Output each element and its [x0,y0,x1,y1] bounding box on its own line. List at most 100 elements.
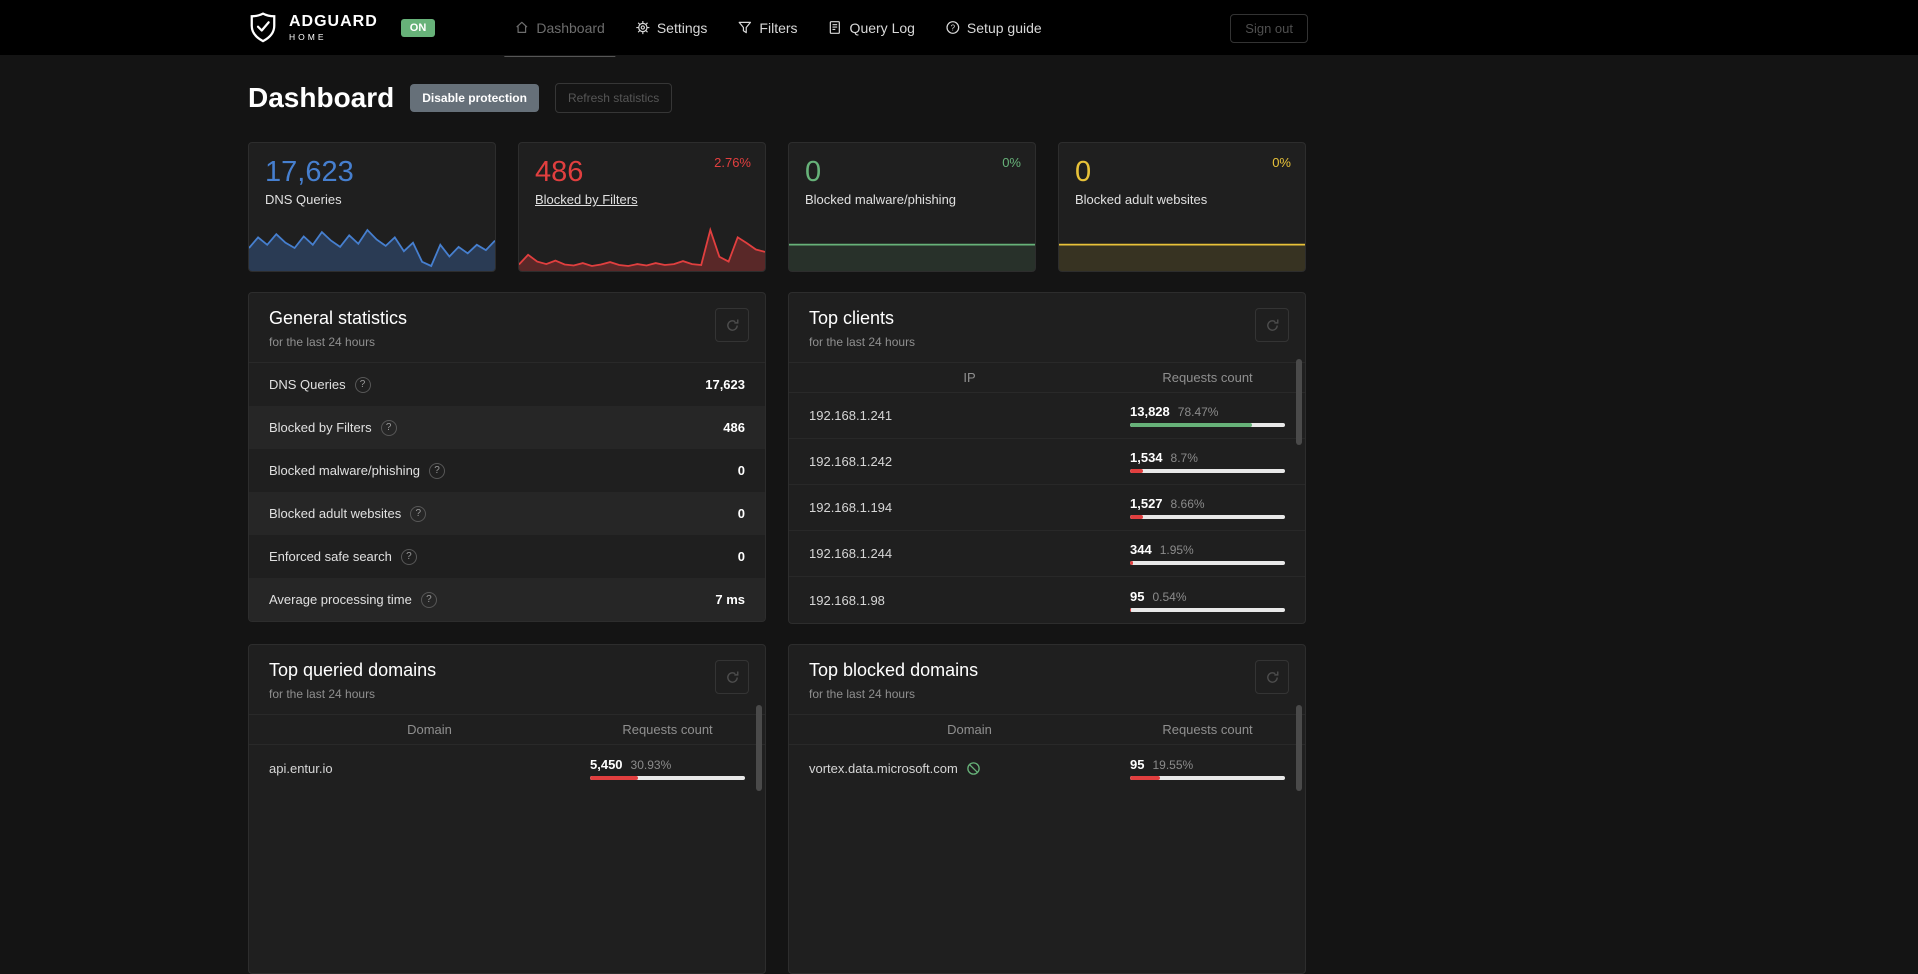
table-header: IP Requests count [789,362,1305,393]
stat-card-blocked-filters: 486 Blocked by Filters 2.76% [518,142,766,272]
refresh-icon [1266,671,1278,683]
blocked-by-filters-link[interactable]: Blocked by Filters [535,192,638,207]
progress-bar [1130,775,1285,780]
statistics-row: Blocked adult websites ? 0 [249,492,765,535]
domain-row: vortex.data.microsoft.com 95 19.55% [789,745,1305,791]
main-nav: Dashboard Settings Filters Query Log ? S… [504,0,1042,57]
statistic-value: 0 [737,549,745,564]
nav-label: Filters [759,19,798,36]
stat-value: 486 [535,156,584,188]
requests-percent: 8.66% [1170,497,1205,511]
stat-card-blocked-adult: 0 Blocked adult websites 0% [1058,142,1306,272]
column-header-domain[interactable]: Domain [407,722,452,737]
requests-percent: 8.7% [1170,451,1198,465]
stat-label: Blocked malware/phishing [805,192,957,207]
sign-out-button[interactable]: Sign out [1230,14,1308,43]
requests-count: 1,534 [1130,450,1163,465]
statistic-label: Blocked malware/phishing [269,463,421,478]
statistics-row: DNS Queries ? 17,623 [249,363,765,406]
top-queried-domains-panel: Top queried domains for the last 24 hour… [248,644,766,974]
refresh-button[interactable] [715,660,749,694]
nav-item-query-log[interactable]: Query Log [828,0,915,55]
help-icon[interactable]: ? [410,505,427,522]
panel-title: General statistics [269,308,408,328]
help-icon[interactable]: ? [400,548,417,565]
brand-sub: HOME [289,31,327,42]
scrollbar-thumb[interactable] [1296,359,1302,445]
statistic-label: Blocked adult websites [269,506,402,521]
refresh-statistics-button[interactable]: Refresh statistics [554,83,673,113]
panel-title: Top queried domains [269,660,437,680]
top-blocked-domains-panel: Top blocked domains for the last 24 hour… [788,644,1306,974]
requests-count: 344 [1130,542,1152,557]
statistics-row: Blocked malware/phishing ? 0 [249,449,765,492]
panel-title: Top clients [809,308,895,328]
gear-icon [635,20,649,35]
sparkline-chart [789,243,1035,271]
requests-count: 13,828 [1130,404,1170,419]
column-header-ip[interactable]: IP [963,370,976,385]
help-icon[interactable]: ? [354,376,371,393]
requests-count: 1,527 [1130,496,1163,511]
column-header-requests[interactable]: Requests count [1162,722,1253,737]
help-icon: ? [946,21,959,34]
filter-icon [738,21,752,34]
table-header: Domain Requests count [249,714,765,745]
progress-bar [1130,561,1285,565]
blocked-icon [966,761,981,776]
help-icon[interactable]: ? [429,462,446,479]
top-clients-table: 192.168.1.241 13,828 78.47% [789,393,1305,623]
domain-name: api.entur.io [269,760,333,776]
top-blocked-domains-table: vortex.data.microsoft.com 95 19.55% [789,745,1305,791]
statistic-value: 7 ms [715,592,745,607]
stat-card-dns-queries: 17,623 DNS Queries [248,142,496,272]
brand-name: ADGUARD [289,12,378,30]
help-icon[interactable]: ? [420,591,437,608]
column-header-requests[interactable]: Requests count [622,722,713,737]
requests-percent: 0.54% [1152,589,1187,604]
sparkline-chart [249,228,495,271]
column-header-domain[interactable]: Domain [947,722,992,737]
nav-item-filters[interactable]: Filters [737,0,798,55]
stat-value: 0 [805,156,822,188]
statistic-label: Blocked by Filters [269,420,372,435]
client-row: 192.168.1.244 344 1.95% [789,531,1305,577]
requests-percent: 1.95% [1159,543,1194,557]
statistic-value: 0 [737,463,745,478]
statistics-row: Blocked by Filters ? 486 [249,406,765,449]
requests-count: 95 [1130,588,1145,604]
scrollbar-thumb[interactable] [1296,705,1302,791]
nav-label: Query Log [849,19,915,36]
top-queried-domains-table: api.entur.io 5,450 30.93% [249,745,765,791]
stat-label: Blocked adult websites [1075,192,1208,207]
stat-card-blocked-malware: 0 Blocked malware/phishing 0% [788,142,1036,272]
client-row: 192.168.1.194 1,527 8.66% [789,485,1305,531]
statistic-value: 17,623 [705,377,745,392]
client-ip: 192.168.1.244 [809,546,893,561]
nav-item-dashboard[interactable]: Dashboard [504,0,615,57]
disable-protection-button[interactable]: Disable protection [410,84,539,112]
navbar: ADGUARD HOME ON Dashboard Settings Filte… [0,0,1918,57]
statistic-label: Average processing time [269,592,412,607]
scrollbar-thumb[interactable] [756,705,762,791]
table-header: Domain Requests count [789,714,1305,745]
domain-name: vortex.data.microsoft.com [809,760,958,776]
nav-item-settings[interactable]: Settings [635,0,707,55]
column-header-requests[interactable]: Requests count [1162,370,1253,385]
page-title: Dashboard [248,82,395,113]
nav-label: Dashboard [536,19,605,36]
statistic-value: 0 [737,506,745,521]
refresh-button[interactable] [1255,660,1289,694]
panel-subtitle: for the last 24 hours [269,335,376,349]
domain-row: api.entur.io 5,450 30.93% [249,745,765,791]
percent-badge: 0% [1272,155,1291,170]
refresh-button[interactable] [1255,308,1289,342]
help-icon[interactable]: ? [380,419,397,436]
refresh-icon [1266,319,1278,331]
statistic-value: 486 [723,420,745,435]
nav-item-setup-guide[interactable]: ? Setup guide [945,0,1042,55]
progress-bar [1130,607,1285,612]
refresh-button[interactable] [715,308,749,342]
stat-label: DNS Queries [265,192,342,207]
refresh-icon [726,671,738,683]
